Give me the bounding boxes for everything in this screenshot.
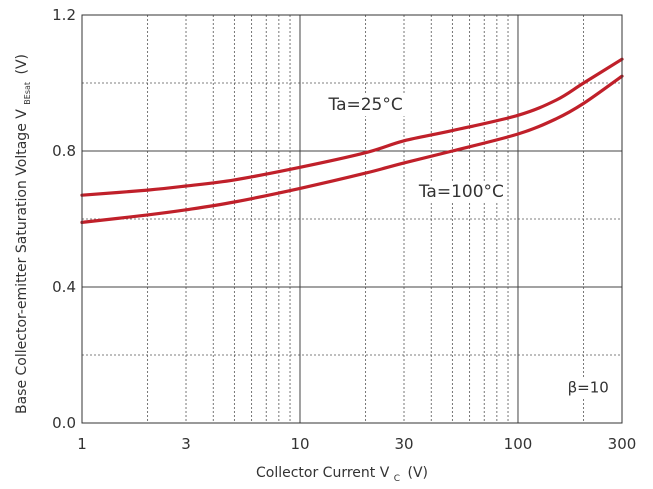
y-tick-label: 0.8 [52, 142, 76, 160]
series-line-ta100 [80, 74, 624, 224]
x-axis-title-sub: C [394, 474, 400, 484]
x-tick-label: 30 [394, 435, 413, 453]
y-tick-label: 0.0 [52, 414, 76, 432]
x-tick-label: 100 [504, 435, 533, 453]
x-tick-label: 3 [181, 435, 191, 453]
x-tick-labels: 1 3 10 30 100 300 [77, 435, 636, 453]
annotation-backing [414, 180, 507, 203]
plot-frame [81, 14, 623, 424]
annotation-beta: β=10 [568, 378, 609, 396]
y-tick-labels: 0.0 0.4 0.8 1.2 [52, 6, 76, 432]
grid [82, 15, 622, 423]
x-tick-label: 10 [290, 435, 309, 453]
y-axis-title-unit: (V) [14, 54, 30, 75]
annotation-backing [564, 377, 612, 398]
x-axis-title: Collector Current V C (V) [256, 465, 428, 485]
curves [80, 57, 624, 224]
y-tick-label: 1.2 [52, 6, 76, 24]
y-axis-title-sub: BEsat [23, 82, 32, 105]
x-tick-label: 1 [77, 435, 87, 453]
annotation-ta100: Ta=100°C [418, 182, 504, 202]
y-tick-label: 0.4 [52, 278, 76, 296]
series-line-ta25 [80, 57, 624, 197]
annotation-backing [324, 94, 406, 117]
y-axis-title-main: Base Collector-emitter Saturation Voltag… [14, 109, 30, 414]
x-axis-title-unit: (V) [408, 465, 429, 481]
annotation-ta25: Ta=25°C [328, 95, 403, 115]
x-tick-label: 300 [608, 435, 637, 453]
y-axis-title: Base Collector-emitter Saturation Voltag… [14, 54, 34, 414]
x-axis-title-main: Collector Current V [256, 465, 390, 481]
